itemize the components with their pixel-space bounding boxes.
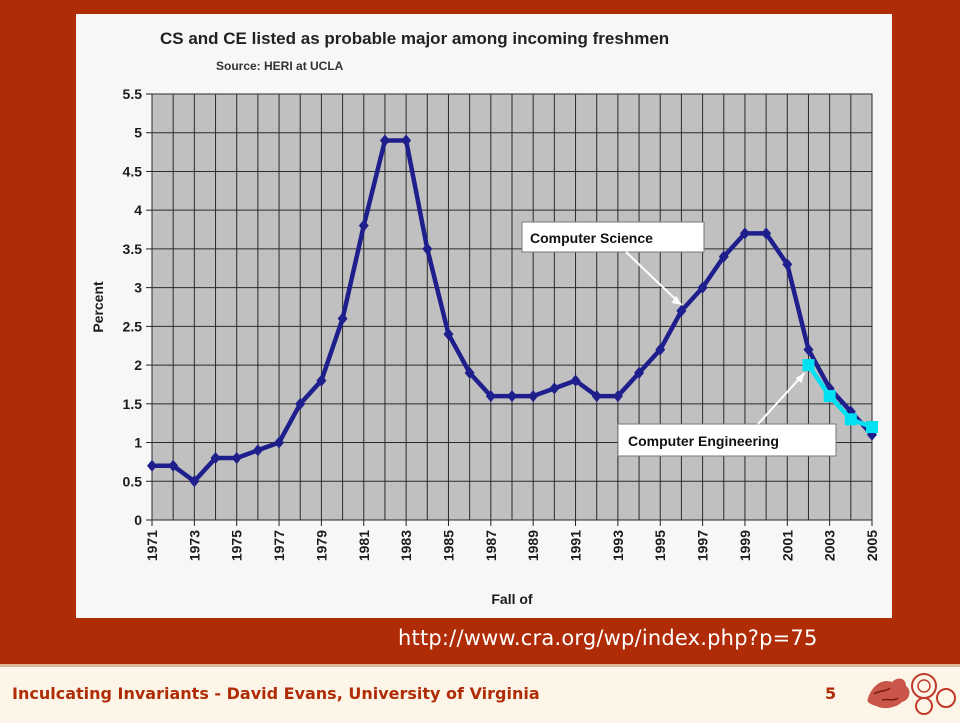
- x-tick-label: 1981: [356, 530, 372, 561]
- y-tick-label: 3: [134, 280, 142, 296]
- line-chart: CS and CE listed as probable major among…: [90, 29, 880, 607]
- point-computer-science: [782, 258, 793, 271]
- x-tick-label: 1973: [186, 530, 202, 561]
- point-computer-science: [803, 343, 814, 356]
- point-computer-science: [252, 444, 263, 457]
- dragon-logo-icon: [866, 673, 956, 717]
- point-computer-science: [528, 390, 539, 403]
- point-computer-science: [761, 227, 772, 240]
- point-computer-science: [443, 328, 454, 341]
- point-computer-science: [316, 374, 327, 387]
- point-computer-science: [168, 459, 179, 472]
- x-tick-label: 1989: [525, 530, 541, 561]
- source-url[interactable]: http://www.cra.org/wp/index.php?p=75: [398, 626, 818, 650]
- point-computer-science: [612, 390, 623, 403]
- x-axis-title: Fall of: [491, 591, 533, 607]
- y-tick-label: 4: [134, 202, 142, 218]
- x-tick-label: 1991: [568, 530, 584, 561]
- callout-arrow-computer-engineering: [757, 372, 806, 425]
- point-computer-science: [739, 227, 750, 240]
- point-computer-science: [485, 390, 496, 403]
- callouts: Computer Science Computer Engineering: [521, 221, 837, 457]
- x-tick-label: 2005: [864, 530, 880, 561]
- point-computer-science: [231, 452, 242, 465]
- point-computer-science: [655, 343, 666, 356]
- point-computer-science: [634, 366, 645, 379]
- callout-label-computer-engineering: Computer Engineering: [628, 433, 779, 449]
- x-tick-label: 2001: [779, 530, 795, 561]
- x-tick-label: 1983: [398, 530, 414, 561]
- grid: [151, 93, 873, 521]
- x-tick-label: 1977: [271, 530, 287, 561]
- footer-bar: [0, 664, 960, 723]
- x-tick-label: 1993: [610, 530, 626, 561]
- y-tick-label: 2: [134, 357, 142, 373]
- point-computer-science: [549, 382, 560, 395]
- point-computer-science: [676, 304, 687, 317]
- chart-figure: CS and CE listed as probable major among…: [76, 14, 892, 618]
- chart-subtitle: Source: HERI at UCLA: [216, 59, 344, 73]
- y-tick-label: 2.5: [123, 318, 143, 334]
- x-tick-label: 2003: [822, 530, 838, 561]
- x-tick-label: 1997: [695, 530, 711, 561]
- y-tick-label: 1: [134, 435, 142, 451]
- y-tick-label: 0: [134, 512, 142, 528]
- x-tick-label: 1985: [440, 530, 456, 561]
- point-computer-science: [464, 366, 475, 379]
- point-computer-science: [591, 390, 602, 403]
- x-tick-label: 1995: [652, 530, 668, 561]
- footer-title: Inculcating Invariants - David Evans, Un…: [12, 684, 540, 703]
- x-axis: 1971 1973 1975 1977 1979 1981 1983 1985 1987 1989…: [144, 520, 880, 561]
- x-tick-label: 1975: [229, 530, 245, 561]
- point-computer-science: [507, 390, 517, 403]
- point-computer-science: [147, 459, 157, 472]
- point-computer-science: [189, 475, 200, 488]
- point-computer-science: [718, 250, 729, 263]
- point-computer-engineering: [866, 421, 878, 434]
- point-computer-science: [210, 452, 221, 465]
- point-computer-science: [401, 134, 412, 147]
- point-computer-engineering: [802, 359, 815, 372]
- point-computer-engineering: [844, 413, 857, 426]
- y-tick-label: 1.5: [123, 396, 143, 412]
- y-axis: 0 0.5 1 1.5 2 2.5 3 3.5 4 4.5 5 5.5: [123, 86, 152, 528]
- point-computer-science: [295, 397, 306, 410]
- point-computer-engineering: [823, 390, 836, 403]
- callout-arrow-computer-science: [625, 251, 683, 306]
- callout-label-computer-science: Computer Science: [530, 230, 653, 246]
- y-tick-label: 3.5: [123, 241, 143, 257]
- callout-box-computer-science: [521, 221, 705, 253]
- point-computer-science: [422, 242, 433, 255]
- series-layer: [147, 134, 878, 488]
- x-tick-label: 1999: [737, 530, 753, 561]
- series-line-computer-engineering: [806, 363, 873, 430]
- x-tick-label: 1971: [144, 530, 160, 561]
- callout-box-computer-engineering: [617, 423, 837, 457]
- point-computer-science: [337, 312, 348, 325]
- x-tick-label: 1987: [483, 530, 499, 561]
- x-tick-label: 1979: [313, 530, 329, 561]
- page-number: 5: [825, 684, 837, 703]
- y-tick-label: 0.5: [123, 473, 143, 489]
- point-computer-science: [379, 134, 390, 147]
- y-tick-label: 5.5: [123, 86, 143, 102]
- callout-arrowhead-computer-science: [671, 295, 682, 305]
- y-tick-label: 5: [134, 125, 142, 141]
- callout-arrowhead-computer-engineering: [795, 373, 805, 384]
- y-axis-title: Percent: [90, 281, 106, 333]
- point-computer-science: [570, 374, 581, 387]
- y-tick-label: 4.5: [123, 163, 143, 179]
- point-computer-science: [274, 436, 285, 449]
- point-computer-science: [358, 219, 369, 232]
- point-computer-science: [697, 281, 708, 294]
- chart-title: CS and CE listed as probable major among…: [160, 29, 669, 48]
